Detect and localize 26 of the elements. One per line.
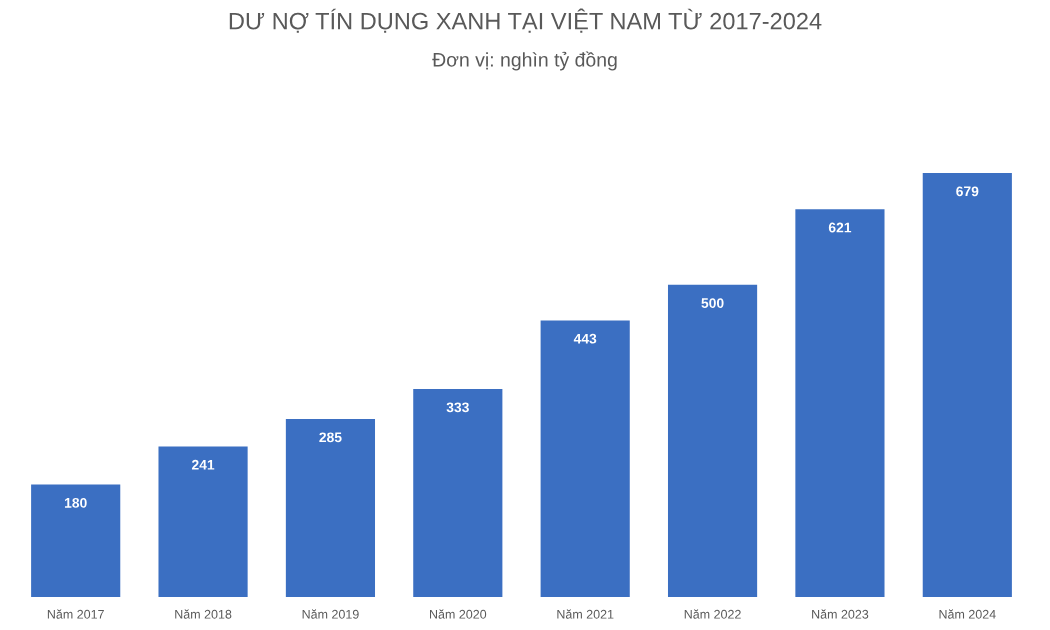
x-tick-label: Năm 2022 bbox=[684, 609, 741, 619]
x-tick-label: Năm 2021 bbox=[557, 609, 614, 619]
bar bbox=[158, 446, 248, 597]
x-tick-label: Năm 2017 bbox=[47, 609, 104, 619]
bar bbox=[285, 419, 376, 597]
bar bbox=[413, 389, 503, 597]
x-tick-label: Năm 2018 bbox=[175, 609, 232, 619]
x-tick-label: Năm 2024 bbox=[939, 609, 996, 619]
bar bbox=[667, 284, 758, 597]
bar bbox=[540, 320, 630, 597]
bar bbox=[31, 484, 121, 597]
data-label: 333 bbox=[446, 402, 469, 413]
chart-title: DƯ NỢ TÍN DỤNG XANH TẠI VIỆT NAM TỪ 2017-2024 bbox=[229, 8, 822, 33]
data-label: 679 bbox=[956, 186, 979, 197]
data-label: 180 bbox=[64, 497, 87, 508]
x-tick-label: Năm 2019 bbox=[302, 609, 359, 619]
data-label: 443 bbox=[573, 333, 597, 344]
data-label: 500 bbox=[701, 298, 724, 308]
data-label: 285 bbox=[319, 432, 342, 443]
x-tick-label: Năm 2023 bbox=[812, 609, 869, 619]
bar bbox=[922, 173, 1012, 597]
bar bbox=[795, 209, 885, 597]
x-tick-label: Năm 2020 bbox=[430, 609, 487, 619]
data-label: 621 bbox=[828, 222, 852, 233]
chart-subtitle: Đơn vị: nghìn tỷ đồng bbox=[432, 51, 617, 71]
data-label: 241 bbox=[191, 459, 215, 470]
